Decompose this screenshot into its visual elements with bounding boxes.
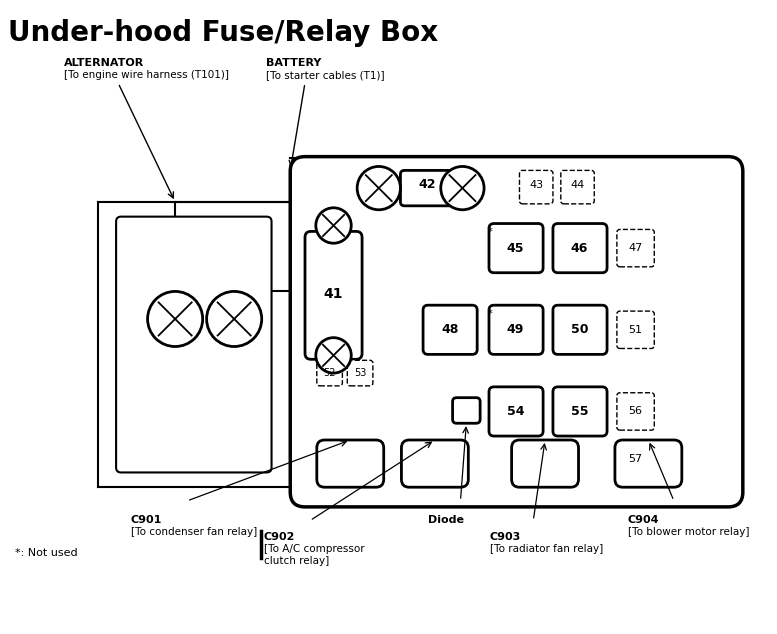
Text: 54: 54 <box>507 405 524 418</box>
Text: 53: 53 <box>354 368 366 378</box>
Text: 55: 55 <box>571 405 588 418</box>
FancyBboxPatch shape <box>317 440 384 487</box>
Text: 48: 48 <box>441 323 458 336</box>
Text: clutch relay]: clutch relay] <box>263 556 329 566</box>
FancyBboxPatch shape <box>400 171 452 206</box>
Text: 51: 51 <box>629 325 643 335</box>
Text: C903: C903 <box>490 533 521 543</box>
Text: 42: 42 <box>418 178 436 191</box>
Text: *: * <box>488 228 493 238</box>
FancyBboxPatch shape <box>347 360 373 386</box>
FancyBboxPatch shape <box>520 171 553 204</box>
FancyBboxPatch shape <box>452 398 480 424</box>
Text: 44: 44 <box>570 180 584 190</box>
FancyBboxPatch shape <box>317 360 343 386</box>
Circle shape <box>315 338 351 373</box>
FancyBboxPatch shape <box>617 442 654 476</box>
FancyBboxPatch shape <box>553 224 607 273</box>
Text: C902: C902 <box>263 533 295 543</box>
Text: 46: 46 <box>571 242 588 255</box>
Text: 45: 45 <box>507 242 524 255</box>
Text: *: Not used: *: Not used <box>15 548 78 558</box>
Text: [To starter cables (T1)]: [To starter cables (T1)] <box>266 70 385 80</box>
FancyBboxPatch shape <box>489 387 543 436</box>
Text: 43: 43 <box>529 180 543 190</box>
Circle shape <box>315 208 351 243</box>
Circle shape <box>207 292 262 347</box>
Text: [To blower motor relay]: [To blower motor relay] <box>628 527 749 536</box>
Circle shape <box>148 292 203 347</box>
FancyBboxPatch shape <box>561 171 594 204</box>
FancyBboxPatch shape <box>553 305 607 354</box>
Text: 41: 41 <box>324 287 343 301</box>
Text: [To engine wire harness (T101)]: [To engine wire harness (T101)] <box>64 70 229 80</box>
Text: 57: 57 <box>629 454 643 463</box>
Text: BATTERY: BATTERY <box>266 58 321 68</box>
Text: [To condenser fan relay]: [To condenser fan relay] <box>131 527 257 536</box>
Text: ALTERNATOR: ALTERNATOR <box>64 58 145 68</box>
Text: 56: 56 <box>629 406 643 417</box>
FancyBboxPatch shape <box>116 217 271 472</box>
FancyBboxPatch shape <box>615 440 682 487</box>
Text: Diode: Diode <box>428 515 464 525</box>
Text: C901: C901 <box>131 515 162 525</box>
Text: C904: C904 <box>628 515 659 525</box>
Text: 47: 47 <box>629 243 643 253</box>
Text: *: * <box>488 309 493 319</box>
Text: 49: 49 <box>507 323 524 336</box>
Circle shape <box>357 167 400 210</box>
FancyBboxPatch shape <box>423 305 477 354</box>
FancyBboxPatch shape <box>617 311 654 349</box>
FancyBboxPatch shape <box>291 157 743 507</box>
FancyBboxPatch shape <box>402 440 469 487</box>
FancyBboxPatch shape <box>553 387 607 436</box>
FancyBboxPatch shape <box>489 305 543 354</box>
Text: [To A/C compressor: [To A/C compressor <box>263 544 364 554</box>
FancyBboxPatch shape <box>617 230 654 267</box>
Text: 52: 52 <box>323 368 336 378</box>
FancyBboxPatch shape <box>305 231 362 359</box>
Text: [To radiator fan relay]: [To radiator fan relay] <box>490 544 603 554</box>
FancyBboxPatch shape <box>489 224 543 273</box>
FancyBboxPatch shape <box>511 440 579 487</box>
Text: Under-hood Fuse/Relay Box: Under-hood Fuse/Relay Box <box>8 19 438 47</box>
Text: 50: 50 <box>571 323 588 336</box>
FancyBboxPatch shape <box>617 392 654 430</box>
Circle shape <box>441 167 484 210</box>
